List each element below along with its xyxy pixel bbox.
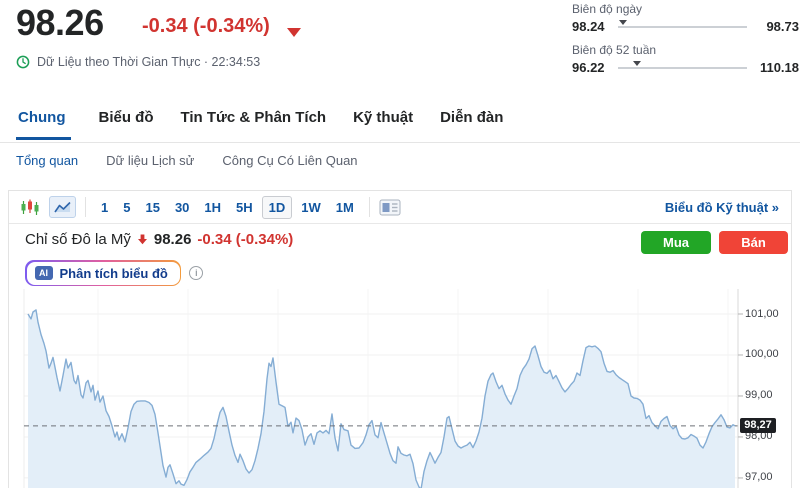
y-axis-label: 101,00 <box>745 307 779 320</box>
tab-dien-dan[interactable]: Diễn đàn <box>440 109 504 126</box>
chart-toolbar: 1 5 15 30 1H 5H 1D 1W 1M <box>9 191 791 224</box>
sell-button[interactable]: Bán <box>719 231 788 254</box>
area-chart <box>23 289 743 488</box>
chart-widget: 1 5 15 30 1H 5H 1D 1W 1M <box>8 190 792 488</box>
sub-tabs: Tổng quan Dữ liệu Lịch sử Công Cụ Có Liê… <box>16 153 358 168</box>
tab-ky-thuat[interactable]: Kỹ thuật <box>353 109 414 126</box>
clock-icon <box>16 55 30 69</box>
y-axis-label: 97,00 <box>745 471 773 484</box>
y-axis-label: 100,00 <box>745 348 779 361</box>
ai-badge-icon: AI <box>34 266 53 280</box>
ai-analysis-button[interactable]: AI Phân tích biểu đồ <box>25 260 182 286</box>
news-panel-icon[interactable] <box>379 199 401 216</box>
day-range-track <box>618 19 747 28</box>
week52-range-label: Biên độ 52 tuần <box>572 43 657 57</box>
main-tabs: Chung Biểu đồ Tin Tức & Phân Tích Kỹ thu… <box>0 109 800 143</box>
day-range-label: Biên độ ngày <box>572 2 643 16</box>
day-range-low: 98.24 <box>572 19 605 34</box>
chart-price: 98.26 <box>153 231 192 248</box>
tab-chung[interactable]: Chung <box>16 109 71 140</box>
realtime-status: Dữ Liệu theo Thời Gian Thực · 22:34:53 <box>37 55 261 69</box>
week52-range-handle <box>633 60 642 66</box>
week52-range-high: 110.18 <box>759 60 799 75</box>
info-icon[interactable]: i <box>189 266 204 280</box>
week52-range-low: 96.22 <box>572 60 605 75</box>
week52-range-row: 96.22 110.18 <box>572 60 799 75</box>
timeframe-1h[interactable]: 1H <box>204 199 222 215</box>
day-range-row: 98.24 98.73 <box>572 19 799 34</box>
timeframe-group: 1 5 15 30 1H 5H 1D 1W 1M <box>95 195 360 219</box>
timeframe-1w[interactable]: 1W <box>301 199 321 215</box>
arrow-down-icon <box>137 234 147 245</box>
toolbar-separator <box>85 197 86 217</box>
tab-bieu-do[interactable]: Biểu đồ <box>98 109 154 126</box>
candlestick-chart-icon[interactable] <box>21 199 40 216</box>
tab-tin-tuc-phan-tich[interactable]: Tin Tức & Phân Tích <box>180 109 327 126</box>
subtab-cong-cu-lien-quan[interactable]: Công Cụ Có Liên Quan <box>222 153 358 168</box>
technical-chart-link[interactable]: Biểu đồ Kỹ thuật » <box>664 199 779 215</box>
y-axis-label: 99,00 <box>745 389 773 402</box>
buy-button[interactable]: Mua <box>641 231 711 254</box>
chart-change: -0.34 (-0.34%) <box>197 231 294 248</box>
timeframe-1d[interactable]: 1D <box>261 195 293 219</box>
instrument-price: 98.26 <box>16 2 104 43</box>
chart-title: Chỉ số Đô la Mỹ <box>25 231 131 248</box>
subtab-tong-quan[interactable]: Tổng quan <box>16 153 79 168</box>
y-axis-label: 98,00 <box>745 430 773 443</box>
ranges-panel: Biên độ ngày 98.24 98.73 Biên độ 52 tuần… <box>572 2 799 84</box>
toolbar-separator <box>368 197 370 217</box>
ai-analysis-row: AI Phân tích biểu đồ i <box>25 260 204 286</box>
area-chart-icon[interactable] <box>49 196 76 218</box>
instrument-change: -0.34 (-0.34%) <box>142 15 270 37</box>
timeframe-15[interactable]: 15 <box>145 199 160 215</box>
ai-analysis-label: Phân tích biểu đồ <box>59 265 168 281</box>
timeframe-30[interactable]: 30 <box>174 199 190 215</box>
timeframe-5[interactable]: 5 <box>123 199 131 215</box>
timeframe-1[interactable]: 1 <box>101 199 109 215</box>
chart-header: Chỉ số Đô la Mỹ 98.26 -0.34 (-0.34%) <box>25 231 293 248</box>
price-down-triangle-icon <box>287 28 301 37</box>
day-range-handle <box>619 19 628 25</box>
timeframe-5h[interactable]: 5H <box>236 199 253 215</box>
realtime-row: Dữ Liệu theo Thời Gian Thực · 22:34:53 <box>16 55 260 69</box>
subtab-du-lieu-lich-su[interactable]: Dữ liệu Lịch sử <box>106 153 195 168</box>
day-range-high: 98.73 <box>766 19 799 34</box>
last-price-tag: 98,27 <box>740 418 776 434</box>
week52-range-track <box>618 60 747 69</box>
timeframe-1m[interactable]: 1M <box>335 199 354 215</box>
